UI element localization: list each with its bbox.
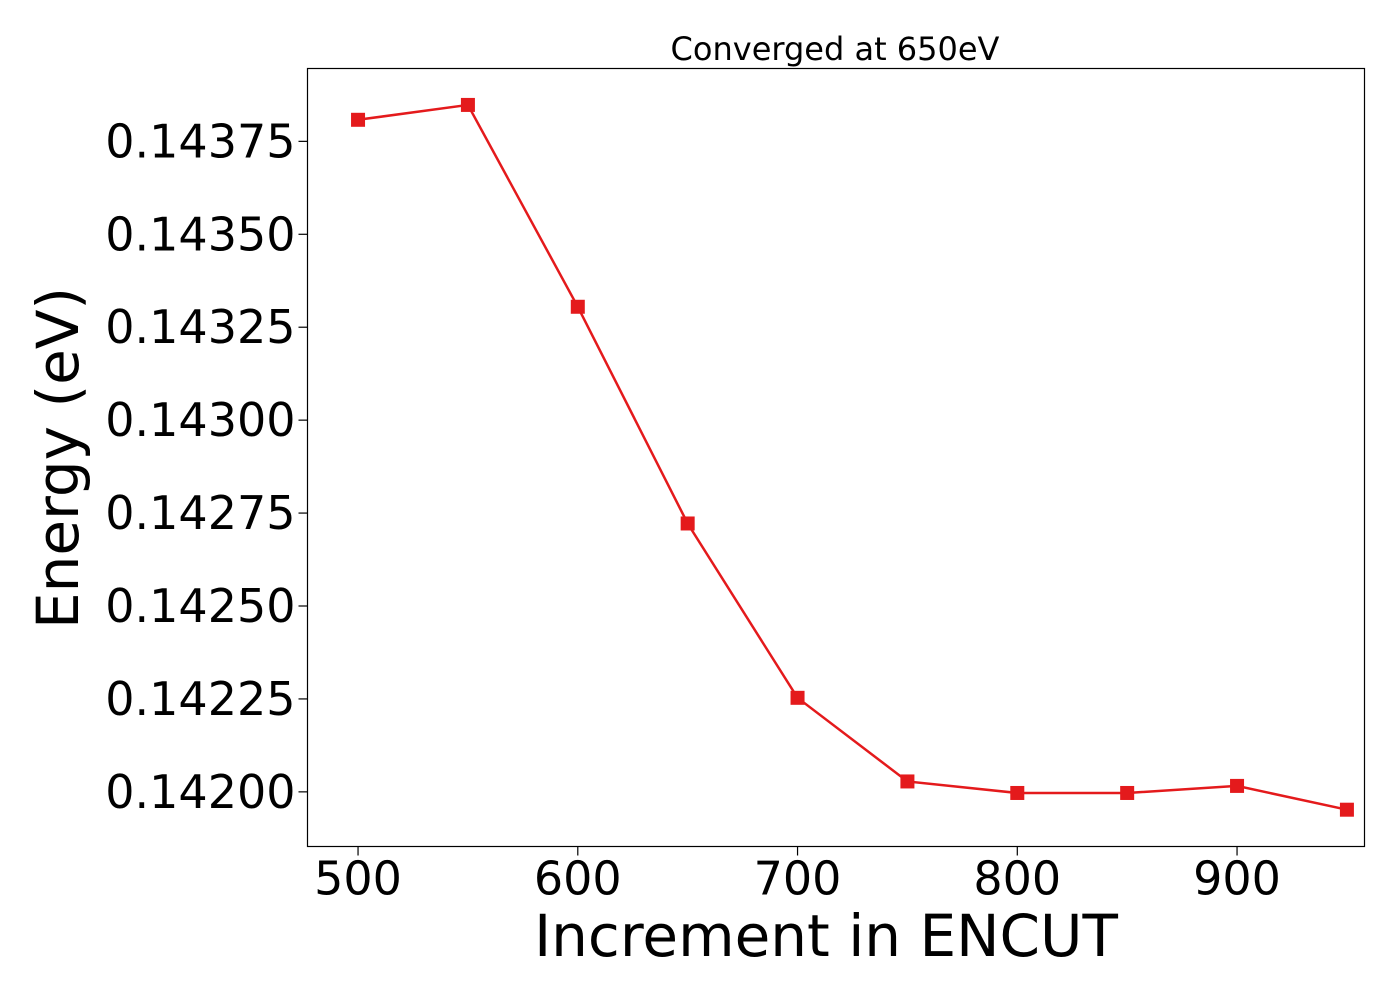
- y-tick-label: 0.14250: [105, 579, 295, 633]
- y-tick-label: 0.14325: [105, 300, 295, 354]
- plot-area: [306, 67, 1366, 848]
- series-line: [357, 103, 1348, 811]
- y-axis: 0.14200 0.14225 0.14250 0.14275 0.14300 0.143…: [105, 114, 308, 819]
- series-layer: [351, 97, 1354, 817]
- data-point-marker: [790, 690, 805, 705]
- data-point-marker: [1120, 785, 1135, 800]
- x-tick-label: 900: [1193, 852, 1281, 906]
- data-point-marker: [570, 299, 585, 314]
- y-tick-label: 0.14225: [105, 672, 295, 726]
- x-tick-label: 800: [973, 852, 1061, 906]
- x-tick-label: 700: [754, 852, 842, 906]
- data-point-marker: [1230, 778, 1245, 793]
- x-axis: 500 600 700 800 900: [314, 846, 1281, 906]
- data-point-marker: [1339, 802, 1354, 817]
- data-point-marker: [1010, 785, 1025, 800]
- x-axis-label: Increment in ENCUT: [534, 902, 1118, 970]
- data-point-marker: [900, 774, 915, 789]
- x-tick-label: 600: [534, 852, 622, 906]
- data-point-marker: [680, 516, 695, 531]
- data-point-marker: [351, 112, 366, 127]
- x-tick-label: 500: [314, 852, 402, 906]
- chart-title: Converged at 650eV: [671, 30, 1000, 68]
- y-tick-label: 0.14300: [105, 393, 295, 447]
- y-tick-label: 0.14275: [105, 486, 295, 540]
- y-axis-label: Energy (eV): [24, 287, 92, 629]
- y-tick-label: 0.14375: [105, 114, 295, 168]
- y-tick-label: 0.14350: [105, 207, 295, 261]
- y-tick-label: 0.14200: [105, 765, 295, 819]
- data-point-marker: [460, 97, 475, 112]
